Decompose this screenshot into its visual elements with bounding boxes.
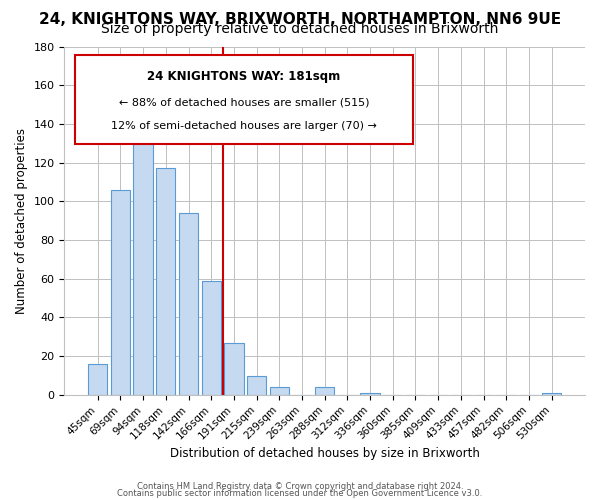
Text: 12% of semi-detached houses are larger (70) →: 12% of semi-detached houses are larger (…	[111, 122, 377, 132]
Bar	[361, 393, 380, 395]
Text: 24, KNIGHTONS WAY, BRIXWORTH, NORTHAMPTON, NN6 9UE: 24, KNIGHTONS WAY, BRIXWORTH, NORTHAMPTO…	[39, 12, 561, 28]
Text: 24 KNIGHTONS WAY: 181sqm: 24 KNIGHTONS WAY: 181sqm	[148, 70, 341, 83]
Text: Contains HM Land Registry data © Crown copyright and database right 2024.: Contains HM Land Registry data © Crown c…	[137, 482, 463, 491]
Bar	[315, 387, 334, 395]
Bar	[542, 393, 562, 395]
Bar	[88, 364, 107, 395]
X-axis label: Distribution of detached houses by size in Brixworth: Distribution of detached houses by size …	[170, 447, 479, 460]
Text: Contains public sector information licensed under the Open Government Licence v3: Contains public sector information licen…	[118, 489, 482, 498]
Y-axis label: Number of detached properties: Number of detached properties	[15, 128, 28, 314]
FancyBboxPatch shape	[75, 55, 413, 144]
Text: ← 88% of detached houses are smaller (515): ← 88% of detached houses are smaller (51…	[119, 98, 369, 108]
Bar	[224, 342, 244, 395]
Bar	[111, 190, 130, 395]
Bar	[133, 110, 153, 395]
Bar	[269, 387, 289, 395]
Bar	[179, 213, 198, 395]
Bar	[156, 168, 175, 395]
Bar	[247, 376, 266, 395]
Bar	[202, 280, 221, 395]
Text: Size of property relative to detached houses in Brixworth: Size of property relative to detached ho…	[101, 22, 499, 36]
